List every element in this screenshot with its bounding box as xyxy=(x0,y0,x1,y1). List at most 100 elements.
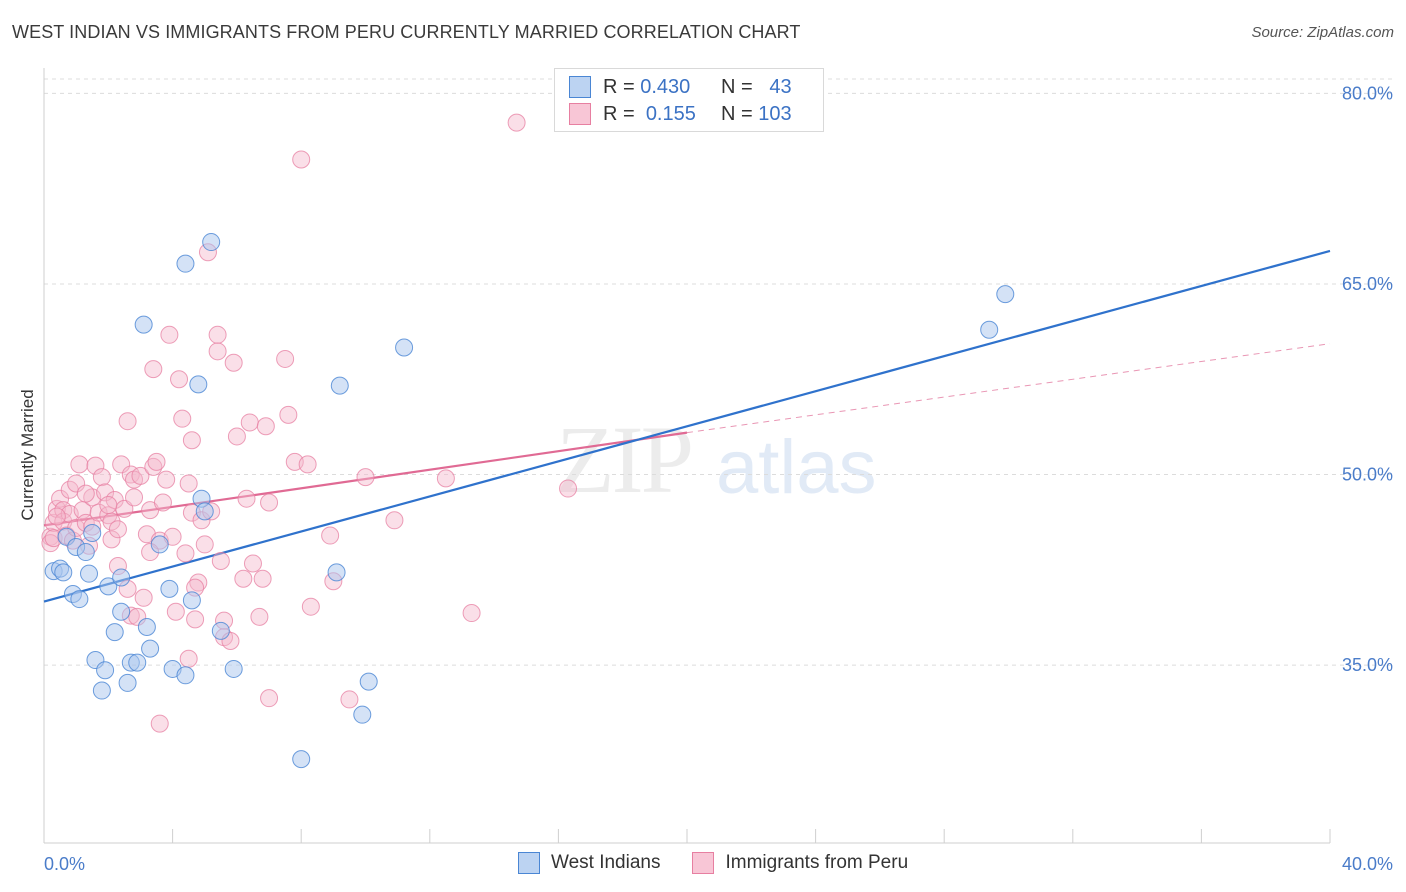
west-indian-point xyxy=(99,577,118,596)
peru-point xyxy=(356,468,375,487)
peru-point xyxy=(260,689,279,708)
peru-point xyxy=(160,325,179,344)
west-indian-point xyxy=(83,524,102,542)
n-value: 103 xyxy=(758,102,792,125)
x-tick-label: 0.0% xyxy=(44,854,85,874)
r-label: R = xyxy=(603,102,635,125)
peru-point xyxy=(147,452,166,471)
peru-point xyxy=(121,465,140,484)
peru-point xyxy=(462,604,481,623)
legend-r: R = 0.155 xyxy=(603,103,721,126)
peru-point xyxy=(243,554,262,573)
peru-point xyxy=(208,325,227,344)
peru-point xyxy=(153,493,172,512)
peru-point xyxy=(260,493,279,512)
y-tick-label: 50.0% xyxy=(1342,465,1393,485)
west-indian-point xyxy=(160,579,179,598)
west-indian-point xyxy=(195,502,214,521)
west-indian-point xyxy=(292,750,311,769)
west-indian-point xyxy=(76,543,95,562)
west-indian-points xyxy=(44,233,1015,769)
r-value: 0.430 xyxy=(640,75,691,98)
peru-point xyxy=(118,412,137,431)
source-note: Source: ZipAtlas.com xyxy=(1251,24,1394,41)
peru-point xyxy=(507,113,526,132)
west-indian-point xyxy=(359,672,378,691)
west-indian-point xyxy=(118,673,137,692)
legend-row-west-indians: R = 0.430 N = 43 xyxy=(569,74,792,100)
legend-n: N = 43 xyxy=(721,76,792,99)
legend-r: R = 0.430 xyxy=(603,76,721,99)
peru-point xyxy=(150,714,169,733)
peru-point xyxy=(189,573,208,592)
west-indian-point xyxy=(980,320,999,339)
peru-point xyxy=(321,526,340,545)
peru-point xyxy=(134,588,153,607)
peru-point xyxy=(253,569,272,588)
peru-point xyxy=(144,360,163,379)
legend-n: N = 103 xyxy=(721,103,792,126)
legend-item-peru[interactable]: Immigrants from Peru xyxy=(692,852,908,874)
peru-point xyxy=(195,535,214,554)
peru-point xyxy=(70,455,89,474)
peru-point xyxy=(92,468,111,487)
west-indian-point xyxy=(96,661,115,680)
peru-points xyxy=(41,113,578,733)
west-indian-point xyxy=(327,563,346,582)
peru-point xyxy=(436,469,455,488)
n-label: N = xyxy=(721,75,753,98)
legend-swatch-pink xyxy=(692,852,715,874)
west-indian-point xyxy=(353,705,372,724)
west-indian-point xyxy=(176,254,195,273)
peru-point xyxy=(292,150,311,169)
west-indian-point xyxy=(70,590,89,609)
peru-point xyxy=(186,610,205,629)
legend-row-peru: R = 0.155 N = 103 xyxy=(569,101,792,127)
r-label: R = xyxy=(603,75,635,98)
peru-trend-line xyxy=(43,431,688,527)
trend-lines xyxy=(43,249,1331,603)
west-indian-point xyxy=(92,681,111,700)
west-indian-point xyxy=(80,564,99,583)
peru-point xyxy=(144,457,163,476)
west-indian-point xyxy=(395,338,414,357)
peru-point xyxy=(250,607,269,626)
legend-item-west-indians[interactable]: West Indians xyxy=(518,852,660,874)
peru-point xyxy=(301,597,320,616)
n-value: 43 xyxy=(769,75,792,98)
peru-point xyxy=(227,427,246,446)
peru-point xyxy=(166,602,185,621)
peru-point xyxy=(237,489,256,508)
y-tick-label: 35.0% xyxy=(1342,655,1393,675)
west-indian-point xyxy=(182,591,201,610)
series-legend: West Indians Immigrants from Peru xyxy=(518,852,940,874)
peru-point xyxy=(176,544,195,563)
west-indian-point xyxy=(54,563,73,582)
x-tick-label: 40.0% xyxy=(1342,854,1393,874)
peru-point xyxy=(47,507,66,526)
peru-point xyxy=(298,455,317,474)
watermark-zip: ZIP xyxy=(556,406,694,513)
peru-point xyxy=(108,520,127,539)
peru-point xyxy=(179,474,198,493)
chart-title: WEST INDIAN VS IMMIGRANTS FROM PERU CURR… xyxy=(12,22,801,42)
peru-point xyxy=(182,431,201,450)
peru-point xyxy=(385,511,404,530)
legend-swatch-blue xyxy=(569,76,591,98)
west-indian-trend-line xyxy=(43,249,1331,603)
peru-point xyxy=(41,534,60,553)
west-indian-point xyxy=(112,568,131,587)
tick-labels: 35.0% 50.0% 65.0% 80.0% 0.0% 40.0% xyxy=(44,83,1393,874)
peru-point xyxy=(224,353,243,372)
peru-point xyxy=(256,417,275,436)
peru-point xyxy=(157,470,176,489)
peru-point xyxy=(240,413,259,432)
stats-legend: R = 0.430 N = 43 R = 0.155 N = 103 xyxy=(554,68,824,132)
peru-trend-extension xyxy=(686,343,1331,434)
n-label: N = xyxy=(721,102,753,125)
peru-point xyxy=(102,530,121,549)
peru-point xyxy=(76,484,95,503)
west-indian-point xyxy=(224,659,243,678)
legend-label-peru: Immigrants from Peru xyxy=(725,852,909,873)
